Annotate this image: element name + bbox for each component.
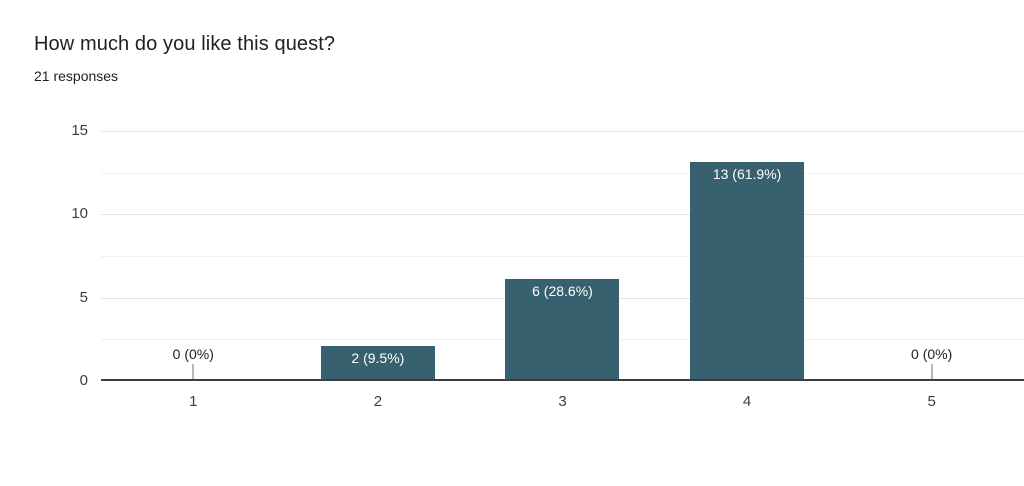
x-axis-label-1: 1 [189,393,198,410]
category-slot-5: 0 (0%) 5 [839,131,1024,410]
category-slot-1: 0 (0%) 1 [101,131,286,410]
zero-value-stem [192,364,195,379]
plot-area: 0 (0%) 1 2 (9.5%) 2 6 (28.6%) 3 13 (61.9%) 4 0 (… [101,131,1024,410]
gridline-major [101,214,1024,216]
question-title: How much do you like this quest? [34,33,336,55]
category-slot-4: 13 (61.9%) 4 [655,131,840,410]
y-axis-tick-label: 10 [71,205,88,223]
bar-value-label: 2 (9.5%) [351,349,405,366]
x-axis-label-5: 5 [927,393,936,410]
gridline-major [101,131,1024,132]
zero-value-stem [930,364,933,379]
bar-value-label: 13 (61.9%) [712,166,782,183]
bar-rating-4[interactable]: 13 (61.9%) [690,162,805,379]
gridline-minor [101,256,1024,257]
bar-rating-2[interactable]: 2 (9.5%) [320,345,435,379]
zero-value-label: 0 (0%) [172,346,214,362]
y-axis: 0 5 10 15 [28,122,88,389]
gridline-minor [101,172,1024,174]
y-axis-tick-label: 0 [79,372,88,389]
x-axis-baseline [101,379,1024,381]
response-count: 21 responses [34,68,119,84]
y-axis-tick-label: 15 [71,122,88,139]
x-axis-label-2: 2 [373,393,383,410]
y-axis-tick-label: 5 [79,288,88,306]
x-axis-label-4: 4 [742,393,752,410]
category-slot-3: 6 (28.6%) 3 [470,131,655,410]
zero-value-label: 0 (0%) [911,346,953,362]
bar-rating-3[interactable]: 6 (28.6%) [505,279,620,379]
category-slot-2: 2 (9.5%) 2 [286,131,471,410]
bar-value-label: 6 (28.6%) [532,283,593,299]
bar-slots: 0 (0%) 1 2 (9.5%) 2 6 (28.6%) 3 13 (61.9%) 4 0 (… [101,131,1024,410]
x-axis-label-3: 3 [558,393,567,410]
